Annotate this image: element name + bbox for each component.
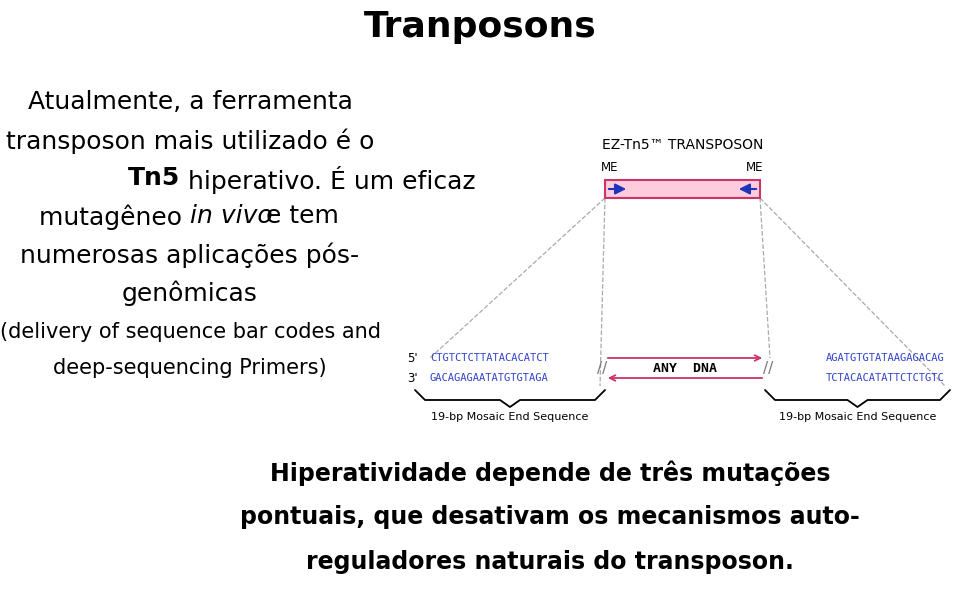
Text: Atualmente, a ferramenta: Atualmente, a ferramenta bbox=[28, 90, 352, 114]
Text: numerosas aplicações pós-: numerosas aplicações pós- bbox=[20, 242, 360, 268]
Text: GACAGAGAATATGTGTAGA: GACAGAGAATATGTGTAGA bbox=[430, 373, 549, 383]
Text: Tn5: Tn5 bbox=[128, 166, 180, 190]
Text: genômicas: genômicas bbox=[122, 280, 258, 306]
Text: e tem: e tem bbox=[258, 204, 339, 228]
Text: 19-bp Mosaic End Sequence: 19-bp Mosaic End Sequence bbox=[779, 412, 936, 422]
Text: EZ-Tn5™ TRANSPOSON: EZ-Tn5™ TRANSPOSON bbox=[602, 138, 764, 152]
Text: 19-bp Mosaic End Sequence: 19-bp Mosaic End Sequence bbox=[431, 412, 588, 422]
Text: 5': 5' bbox=[407, 351, 418, 365]
Text: AGATGTGTATAAGAGACAG: AGATGTGTATAAGAGACAG bbox=[827, 353, 945, 363]
Text: //: // bbox=[597, 361, 607, 376]
Text: transposon mais utilizado é o: transposon mais utilizado é o bbox=[6, 128, 374, 154]
Text: //: // bbox=[763, 361, 773, 376]
Text: in vivo: in vivo bbox=[190, 204, 273, 228]
Text: mutagêneo: mutagêneo bbox=[39, 204, 190, 229]
Text: TCTACACATATTCTCTGTC: TCTACACATATTCTCTGTC bbox=[827, 373, 945, 383]
Bar bbox=[605, 180, 760, 198]
Text: Tranposons: Tranposons bbox=[364, 10, 596, 45]
Text: (delivery of sequence bar codes and: (delivery of sequence bar codes and bbox=[0, 322, 380, 342]
Text: reguladores naturais do transposon.: reguladores naturais do transposon. bbox=[306, 550, 794, 575]
Text: CTGTCTCTTATACACATCT: CTGTCTCTTATACACATCT bbox=[430, 353, 549, 363]
Text: hiperativo. É um eficaz: hiperativo. É um eficaz bbox=[180, 166, 475, 194]
Text: Hiperatividade depende de três mutações: Hiperatividade depende de três mutações bbox=[270, 460, 830, 486]
Text: pontuais, que desativam os mecanismos auto-: pontuais, que desativam os mecanismos au… bbox=[240, 504, 860, 529]
Text: deep-sequencing Primers): deep-sequencing Primers) bbox=[53, 358, 326, 378]
Text: ANY  DNA: ANY DNA bbox=[653, 362, 717, 375]
Text: 3': 3' bbox=[407, 371, 418, 384]
Text: ME: ME bbox=[746, 161, 764, 174]
Text: ME: ME bbox=[601, 161, 619, 174]
